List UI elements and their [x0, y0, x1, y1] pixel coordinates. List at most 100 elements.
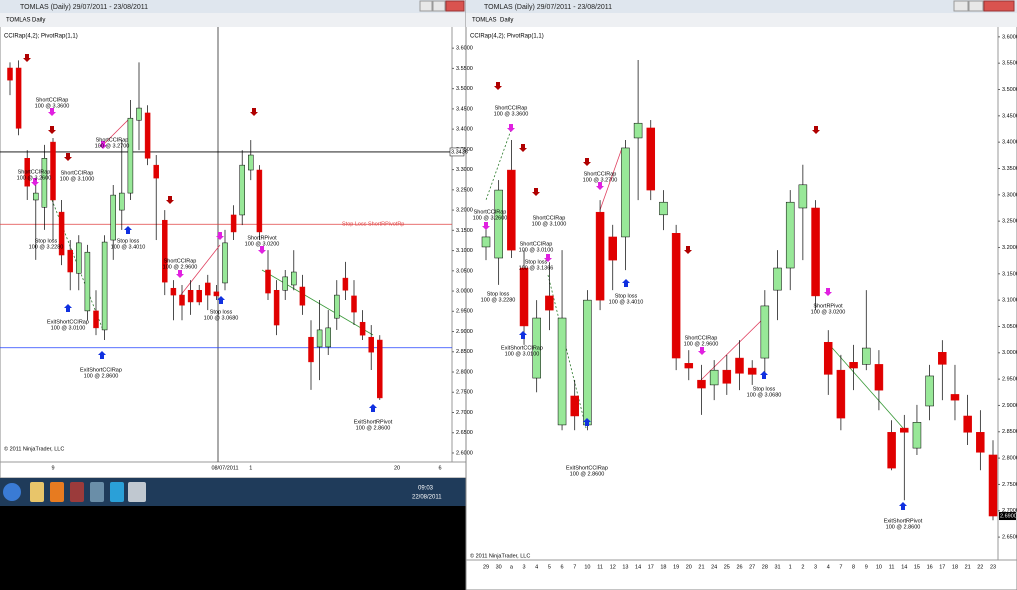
- candle-body: [697, 379, 706, 389]
- candle-body: [170, 287, 177, 296]
- signal-arrow: [507, 124, 515, 132]
- x-tick-label: 7: [839, 564, 842, 570]
- candle-body: [50, 141, 56, 201]
- x-tick-label: 4: [827, 564, 830, 570]
- x-tick-label: 20: [394, 465, 400, 471]
- y-tick-label: 3.1500: [456, 228, 473, 234]
- window-title: TOMLAS (Daily) 29/07/2011 - 23/08/2011: [484, 4, 612, 11]
- x-tick-label: 18: [952, 564, 958, 570]
- candle-body: [621, 147, 630, 238]
- x-tick-label: a: [510, 564, 514, 570]
- y-tick-label: 2.7000: [1002, 508, 1017, 514]
- candle-body: [570, 395, 579, 417]
- candle-body: [273, 289, 280, 326]
- signal-arrow: [544, 254, 552, 262]
- candle-body: [874, 364, 884, 391]
- candle-body: [494, 189, 503, 259]
- annotation-label: ShortCCIRap: [96, 137, 129, 143]
- interval-selector[interactable]: Daily: [500, 18, 513, 24]
- taskbar-app[interactable]: [128, 482, 146, 502]
- maximize-button[interactable]: [432, 0, 446, 12]
- taskbar: 09:03 22/08/2011: [0, 478, 466, 506]
- y-tick-label: 3.5500: [456, 66, 473, 72]
- window-frame: [465, 0, 1017, 590]
- annotation-detail: 100 @ 2.8600: [570, 471, 605, 477]
- price-box-label: 3.3436: [451, 149, 468, 155]
- minimize-button[interactable]: [953, 0, 969, 12]
- candle-body: [760, 305, 770, 359]
- left-window: TOMLAS (Daily) 29/07/2011 - 23/08/2011 T…: [0, 0, 467, 479]
- y-tick-label: 2.7500: [1002, 482, 1017, 488]
- candle-body: [532, 317, 541, 379]
- candle-body: [110, 194, 116, 241]
- taskbar-app[interactable]: [110, 482, 124, 502]
- start-button[interactable]: [3, 483, 21, 501]
- close-button[interactable]: [445, 0, 465, 12]
- y-tick-label: 3.5000: [1002, 87, 1017, 93]
- candle-body: [15, 67, 22, 129]
- candle-body: [709, 369, 719, 386]
- y-tick-label: 2.9000: [1002, 403, 1017, 409]
- candle-body: [351, 295, 357, 313]
- candle-body: [557, 317, 567, 426]
- x-tick-label: 11: [889, 564, 895, 570]
- x-tick-label: 7: [573, 564, 576, 570]
- minimize-button[interactable]: [419, 0, 433, 12]
- trend-line: [599, 147, 623, 211]
- candle-body: [595, 211, 605, 301]
- candle-body: [722, 369, 732, 384]
- candle-body: [481, 236, 491, 248]
- candle-body: [101, 241, 108, 331]
- indicator-label: CCIRap(4,2); PivotRap(1,1): [4, 34, 78, 40]
- annotation-detail: 100 @ 3.0680: [747, 392, 782, 398]
- taskbar-app[interactable]: [50, 482, 64, 502]
- candle-body: [41, 158, 48, 208]
- annotation-label: Stop loss: [35, 238, 58, 244]
- annotation-detail: 100 @ 3.1000: [532, 221, 567, 227]
- price-box: [449, 147, 465, 157]
- trend-line: [102, 119, 129, 146]
- candle-body: [316, 329, 323, 348]
- y-tick-label: 3.0500: [1002, 324, 1017, 330]
- y-tick-label: 3.5000: [456, 86, 473, 92]
- signal-arrow: [216, 232, 224, 240]
- instrument-selector[interactable]: TOMLAS: [6, 18, 31, 24]
- signal-arrow: [48, 126, 56, 134]
- taskbar-app[interactable]: [30, 482, 44, 502]
- y-tick-label: 2.9500: [456, 309, 473, 315]
- x-tick-label: 28: [762, 564, 768, 570]
- exit-arrow: [64, 304, 72, 312]
- y-tick-label: 2.8000: [1002, 456, 1017, 462]
- candle-body: [377, 339, 383, 399]
- taskbar-app[interactable]: [90, 482, 104, 502]
- candle-body: [24, 158, 30, 187]
- right-window: TOMLAS (Daily) 29/07/2011 - 23/08/2011 T…: [465, 0, 1017, 590]
- close-button[interactable]: [983, 0, 1015, 12]
- y-tick-label: 3.4500: [456, 106, 473, 112]
- annotation-label: ShortCCIRap: [495, 105, 528, 111]
- x-tick-label: 10: [584, 564, 590, 570]
- candle-body: [938, 352, 947, 365]
- annotation-detail: 100 @ 3.1366: [519, 265, 554, 271]
- maximize-button[interactable]: [968, 0, 984, 12]
- taskbar-app[interactable]: [70, 482, 84, 502]
- candle-body: [248, 154, 254, 171]
- instrument-selector[interactable]: TOMLAS: [472, 18, 497, 24]
- candle-body: [230, 214, 237, 233]
- y-tick-label: 3.2000: [1002, 245, 1017, 251]
- candle-body: [93, 310, 99, 329]
- y-tick-label: 3.1000: [1002, 298, 1017, 304]
- annotation-label: Stop loss: [615, 293, 638, 299]
- interval-selector[interactable]: Daily: [32, 18, 45, 24]
- candle-body: [785, 201, 795, 269]
- x-tick-label: 08/07/2011: [211, 465, 238, 471]
- exit-arrow: [124, 226, 132, 234]
- signal-arrow: [519, 144, 527, 152]
- y-tick-label: 3.2500: [456, 187, 473, 193]
- y-tick-label: 2.8000: [456, 369, 473, 375]
- y-tick-label: 2.6500: [1002, 535, 1017, 541]
- x-tick-label: 12: [610, 564, 616, 570]
- signal-arrow: [48, 108, 56, 116]
- candle-body: [659, 201, 668, 216]
